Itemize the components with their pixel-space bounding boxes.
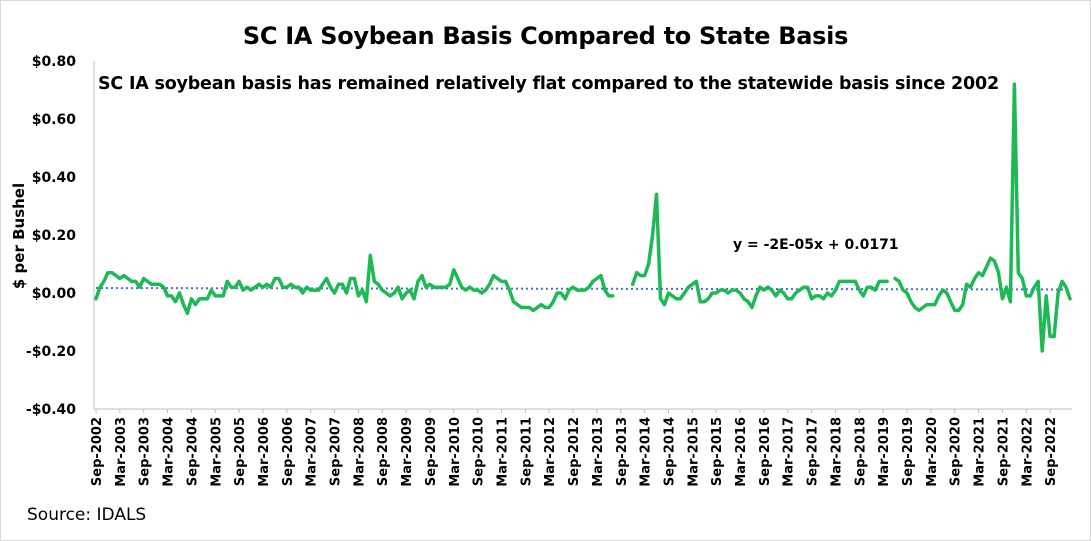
x-tick-label: Mar-2012: [543, 417, 558, 487]
chart-title: SC IA Soybean Basis Compared to State Ba…: [242, 22, 849, 50]
y-tick-label: -$0.20: [26, 344, 76, 360]
y-axis-label: $ per Bushel: [10, 183, 28, 289]
x-tick-label: Sep-2002: [90, 417, 105, 486]
x-tick-label: Mar-2018: [829, 417, 844, 487]
x-tick-label: Mar-2003: [114, 417, 129, 487]
x-tick-label: Sep-2012: [567, 417, 582, 486]
x-tick-label: Mar-2022: [1020, 417, 1035, 487]
y-tick-label: -$0.40: [26, 402, 76, 418]
y-tick-label: $0.40: [32, 170, 77, 186]
y-tick-label: $0.00: [32, 286, 77, 302]
x-tick-label: Sep-2008: [376, 417, 391, 486]
x-tick-label: Sep-2021: [996, 417, 1011, 486]
x-tick-label: Mar-2008: [352, 417, 367, 487]
x-tick-label: Sep-2009: [424, 417, 439, 486]
x-tick-label: Sep-2006: [281, 417, 296, 486]
trendline-equation: y = -2E-05x + 0.0171: [733, 237, 899, 253]
x-tick-label: Mar-2016: [734, 417, 749, 487]
x-tick-label: Sep-2022: [1044, 417, 1059, 486]
x-tick-label: Mar-2005: [209, 417, 224, 487]
x-tick-label: Mar-2011: [496, 417, 511, 487]
x-tick-label: Sep-2017: [806, 417, 821, 486]
x-tick-label: Sep-2014: [662, 417, 677, 486]
series-line: [94, 253, 615, 316]
x-tick-label: Sep-2007: [329, 417, 344, 486]
y-tick-label: $0.60: [32, 112, 77, 128]
y-tick-label: $0.80: [32, 54, 77, 70]
x-tick-label: Sep-2005: [233, 417, 248, 486]
x-tick-label: Mar-2017: [782, 417, 797, 487]
x-tick-label: Sep-2013: [615, 417, 630, 486]
y-tick-labels: $0.80 $0.60 $0.40 $0.20 $0.00 -$0.20 -$0.40: [26, 54, 76, 418]
x-tick-label: Mar-2020: [925, 417, 940, 487]
source-note: Source: IDALS: [27, 505, 147, 525]
series-line: [630, 192, 889, 310]
x-tick-label: Mar-2004: [162, 417, 177, 487]
trendline: [95, 287, 1071, 291]
x-tick-label: Mar-2014: [639, 417, 654, 487]
series-line: [893, 82, 1072, 353]
x-tick-label: Sep-2010: [472, 417, 487, 486]
x-tick-label: Mar-2021: [973, 417, 988, 487]
x-tick-label: Mar-2013: [591, 417, 606, 487]
x-tick-label: Sep-2003: [138, 417, 153, 486]
x-tick-label: Sep-2004: [185, 417, 200, 486]
x-tick-label: Sep-2020: [949, 417, 964, 486]
x-tick-label: Mar-2009: [400, 417, 415, 487]
chart-subtitle: SC IA soybean basis has remained relativ…: [98, 74, 999, 94]
x-tick-label: Sep-2015: [710, 417, 725, 486]
y-tick-label: $0.20: [32, 228, 77, 244]
x-tick-label: Mar-2006: [257, 417, 272, 487]
x-tick-labels: Sep-2002 Mar-2003 Sep-2003 Mar-2004 Sep-2004…: [90, 409, 1059, 487]
x-tick-label: Sep-2019: [901, 417, 916, 486]
x-tick-label: Mar-2019: [877, 417, 892, 487]
x-tick-label: Sep-2011: [519, 417, 534, 486]
x-tick-label: Mar-2015: [686, 417, 701, 487]
series-group: [94, 82, 1072, 353]
x-tick-label: Sep-2016: [758, 417, 773, 486]
axes: [93, 61, 1072, 410]
x-tick-label: Mar-2010: [448, 417, 463, 487]
trendline-group: [95, 287, 1071, 291]
x-tick-label: Sep-2018: [853, 417, 868, 486]
x-tick-label: Mar-2007: [305, 417, 320, 487]
